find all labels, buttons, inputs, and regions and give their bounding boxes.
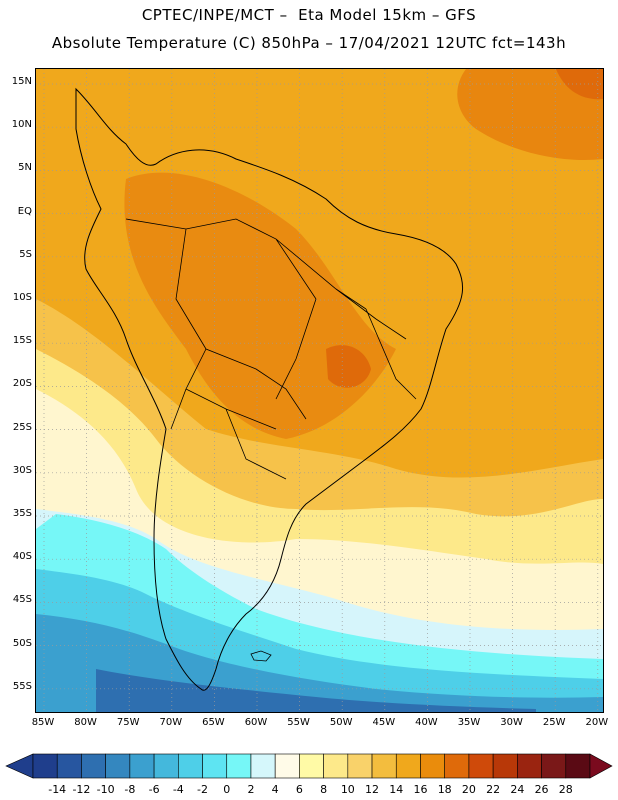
- colorbar-tick-label: 22: [486, 783, 501, 796]
- south-america-outline: [75, 87, 464, 691]
- colorbar-swatch: [517, 753, 542, 779]
- colorbar-swatch: [323, 753, 349, 779]
- colorbar-tick-label: 14: [389, 783, 404, 796]
- lon-label: 20W: [585, 717, 609, 728]
- colorbar-tick-label: -12: [72, 783, 91, 796]
- lat-label: 55S: [12, 680, 32, 692]
- map-title-line1: CPTEC/INPE/MCT – Eta Model 15km – GFS: [141, 6, 477, 24]
- colorbar-swatch: [299, 753, 324, 779]
- colorbar-swatch: [347, 753, 373, 779]
- field-hotter-ne: [556, 69, 603, 100]
- lat-label: 10S: [12, 292, 32, 303]
- map-grid: [36, 69, 603, 712]
- colorbar-tick-label: 18: [437, 783, 452, 796]
- lon-label: 75W: [116, 717, 140, 728]
- colorbar-tick-label: 10: [340, 783, 355, 796]
- colorbar-swatch: [32, 753, 58, 779]
- colorbar-swatch: [202, 753, 228, 779]
- colorbar-swatch: [492, 753, 518, 779]
- lat-label: 15N: [11, 76, 32, 87]
- colorbar-tick-label: 2: [247, 783, 255, 796]
- colorbar-tick-label: 12: [365, 783, 380, 796]
- map-title-line2: Absolute Temperature (C) 850hPa – 17/04/…: [51, 34, 567, 52]
- lat-label: 5N: [18, 162, 32, 174]
- lon-label: 25W: [542, 717, 566, 728]
- lat-label: 45S: [12, 594, 32, 606]
- colorbar-tick-label: 0: [223, 783, 231, 796]
- colorbar-swatch: [420, 753, 445, 779]
- lat-label: 40S: [12, 551, 32, 563]
- field-hotter-interior: [326, 345, 371, 388]
- colorbar-tick-label: 26: [534, 783, 549, 796]
- lat-label: 50S: [12, 637, 32, 649]
- colorbar-tick-label: 8: [320, 783, 328, 796]
- colorbar-tick-label: 16: [413, 783, 428, 796]
- lon-label: 45W: [372, 717, 396, 728]
- lat-label: 30S: [12, 464, 32, 476]
- colorbar-tick-label: -10: [96, 783, 115, 796]
- lon-label: 85W: [31, 717, 55, 728]
- colorbar-swatch: [226, 753, 252, 779]
- colorbar-tick-label: -14: [48, 783, 67, 796]
- colorbar-tick-label: 20: [461, 783, 476, 796]
- colorbar-tick-label: -8: [124, 783, 136, 796]
- temperature-map: [35, 68, 604, 713]
- field-deep: [96, 669, 536, 712]
- colorbar-tick-label: 28: [558, 783, 573, 796]
- lon-label: 55W: [287, 717, 310, 728]
- colorbar-swatch: [541, 753, 567, 779]
- lat-label: 20S: [12, 378, 32, 390]
- colorbar-swatch: [444, 753, 470, 779]
- colorbar-low-arrow: [5, 753, 34, 779]
- colorbar-swatch: [178, 753, 203, 779]
- lat-label: 15S: [12, 335, 32, 347]
- lon-label: 50W: [329, 717, 353, 728]
- lat-label: 5S: [19, 248, 32, 260]
- lon-label: 65W: [202, 717, 225, 728]
- colorbar-swatch: [371, 753, 397, 779]
- lon-label: 60W: [244, 717, 268, 728]
- colorbar-swatch: [81, 753, 106, 779]
- colorbar-tick-label: 24: [510, 783, 525, 796]
- colorbar-tick-label: 4: [271, 783, 279, 796]
- temperature-field: [36, 69, 603, 712]
- colorbar-tick-label: -2: [197, 783, 208, 796]
- colorbar-swatch: [129, 753, 155, 779]
- temperature-colorbar: [5, 753, 613, 779]
- colorbar-swatch: [565, 753, 591, 779]
- field-hot-ne: [457, 69, 603, 160]
- lat-label: 25S: [12, 421, 32, 433]
- colorbar-swatch: [274, 753, 300, 779]
- falkland-islands: [250, 650, 272, 662]
- lon-label: 40W: [415, 717, 438, 728]
- lat-label: 35S: [12, 508, 32, 519]
- lon-label: 80W: [74, 717, 97, 728]
- lon-label: 35W: [457, 717, 481, 728]
- border-lines: [125, 218, 417, 480]
- colorbar-tick-label: -4: [172, 783, 184, 796]
- colorbar-high-arrow: [589, 753, 613, 779]
- lon-label: 70W: [159, 717, 183, 728]
- lat-label: EQ: [17, 205, 32, 217]
- colorbar-swatch: [250, 753, 276, 779]
- colorbar-swatch: [395, 753, 421, 779]
- colorbar-swatch: [105, 753, 131, 779]
- colorbar-swatch: [56, 753, 82, 779]
- colorbar-swatch: [153, 753, 179, 779]
- lon-label: 30W: [500, 717, 523, 728]
- lat-label: 10N: [11, 119, 32, 131]
- colorbar-tick-label: 6: [295, 783, 303, 796]
- colorbar-tick-label: -6: [148, 783, 160, 796]
- colorbar-swatch: [468, 753, 494, 779]
